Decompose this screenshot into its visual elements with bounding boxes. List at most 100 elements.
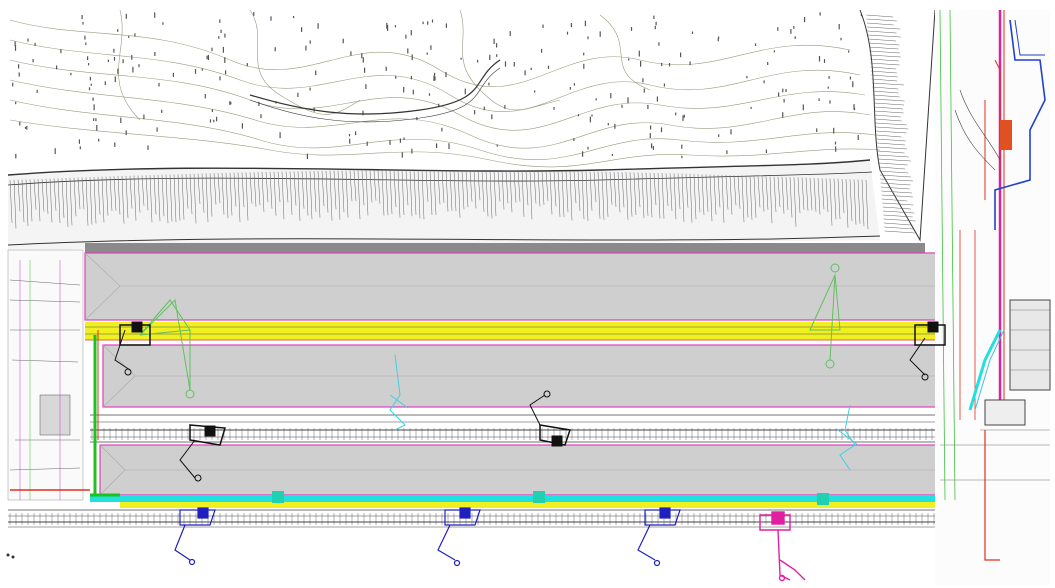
hatch-line [497,170,501,202]
hatch-line [129,175,133,209]
terrain-symbol [258,101,260,106]
terrain-symbol [201,68,203,71]
terrain-symbol [589,116,591,123]
hatch-line [317,170,321,218]
hatch-line [193,173,197,224]
terrain-symbol [860,14,862,17]
hatch-line [429,169,433,215]
hatch-line [541,170,545,205]
terrain-symbol [438,103,440,107]
terrain-symbol [365,84,367,89]
terrain-symbol [848,50,850,53]
hatch-line [469,170,473,202]
terrain-symbol [84,35,86,40]
hatch-line [485,170,489,217]
terrain-symbol [93,104,95,111]
terrain-symbol [216,116,218,122]
terrain-symbol [773,50,775,53]
terrain-symbol [649,133,651,139]
terrain-symbol [125,13,127,19]
hatch-line [857,179,861,224]
terrain-symbol [464,88,466,95]
terrain-symbol [385,66,387,71]
hatch-line [753,175,757,218]
hatch-line [874,106,904,110]
hatch-line [825,178,829,213]
rail-tracks-middle [90,414,970,443]
hatch-line [261,171,265,213]
hatch-line [181,174,185,220]
hatch-line [397,170,401,218]
terrain-symbol [566,31,569,35]
hatch-line [884,230,915,234]
hatch-line [641,172,645,219]
hatch-line [865,179,869,230]
hatch-line [305,171,309,216]
hatch-line [137,175,141,213]
hatch-line [233,172,237,207]
terrain-symbol [652,146,654,150]
hatch-line [853,179,857,225]
terrain-symbol [88,63,90,66]
terrain-symbol [309,87,311,91]
hatch-line [585,171,589,222]
hatch-line [878,154,909,158]
hatch-line [125,175,129,219]
terrain-symbol [162,22,164,25]
hatch-line [601,171,605,220]
hatch-line [277,171,281,203]
terrain-symbol [627,97,629,104]
terrain-symbol [426,52,428,55]
terrain-symbol [225,70,227,75]
hatch-line [309,171,313,220]
terrain-symbol [614,123,616,129]
stockpile-2 [102,344,971,408]
terrain-symbol [582,151,584,157]
hatch-line [761,176,765,212]
terrain-symbol [504,105,506,109]
hatch-line [433,169,437,215]
terrain-symbol [15,101,17,105]
hatch-line [861,179,865,227]
terrain-symbol [194,69,197,74]
terrain-symbol [767,62,769,65]
terrain-symbol [496,144,498,147]
hatch-line [401,170,405,216]
terrain-symbol [113,57,116,61]
embankment-band [7,9,936,250]
terrain-symbol [783,98,785,103]
terrain-symbol [829,100,831,104]
terrain-symbol [412,89,414,95]
terrain-symbol [607,123,609,126]
hatch-line [25,179,29,227]
terrain-symbol [89,76,91,81]
terrain-symbol [18,72,20,77]
terrain-symbol [541,48,543,53]
hatch-line [871,78,898,82]
hatch-line [629,172,633,217]
hatch-line [313,170,317,212]
terrain-symbol [297,92,299,97]
terrain-symbol [14,45,17,51]
terrain-symbol [790,29,792,34]
terrain-symbol [125,130,127,136]
bucket-wheel-icon [529,390,571,447]
hatch-line [877,146,908,150]
hatch-line [866,14,894,18]
hatch-line [37,178,41,222]
hatch-line [873,102,905,106]
hatch-line [883,218,916,222]
terrain-symbol [315,70,317,76]
terrain-symbol [56,65,58,70]
hatch-line [389,170,393,215]
hatch-line [357,170,361,220]
terrain-symbol [834,141,837,145]
hatch-line [13,179,17,229]
hatch-line [381,170,385,216]
terrain-symbol [386,22,388,29]
terrain-symbol [120,117,122,123]
hatch-line [281,171,285,220]
terrain-symbol [489,54,491,60]
hatch-line [877,150,905,154]
terrain-symbol [804,16,806,23]
